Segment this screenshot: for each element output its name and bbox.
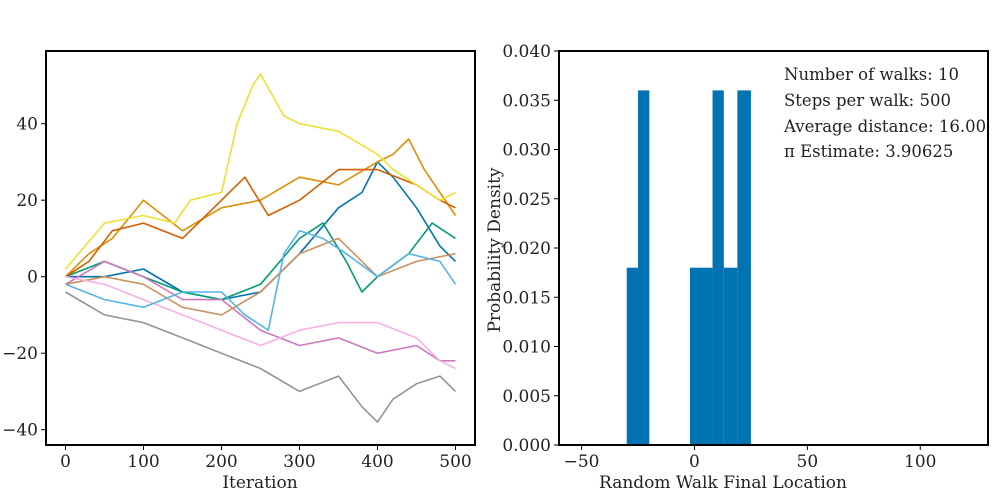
annotation-average-distance: Average distance: 16.00 (783, 117, 986, 136)
right-x-tick-label: 50 (797, 452, 819, 472)
walk-line-10 (65, 230, 457, 331)
annotation-num-walks: Number of walks: 10 (784, 65, 959, 84)
right-y-tick-label: 0.035 (502, 91, 551, 111)
right-x-axis-ticks: −50 0 50 100 (564, 445, 936, 472)
right-x-axis-title: Random Walk Final Location (599, 473, 847, 493)
histogram-bar-3 (689, 267, 713, 445)
histogram-bar-4 (712, 90, 724, 446)
left-x-tick-label: 0 (60, 452, 71, 472)
histogram-bar-5 (723, 267, 738, 445)
left-plot-frame (45, 50, 476, 446)
left-y-tick-label: 40 (16, 115, 38, 135)
left-x-tick-label: 200 (205, 452, 237, 472)
walk-line-9 (64, 73, 456, 270)
walk-series-group (64, 73, 457, 423)
right-y-tick-label: 0.025 (502, 190, 551, 210)
histogram-bar-2 (638, 90, 650, 446)
right-y-tick-label: 0.020 (502, 239, 551, 259)
walk-line-1 (65, 161, 457, 301)
right-y-tick-label: 0.000 (502, 436, 551, 456)
right-y-tick-label: 0.040 (502, 42, 551, 62)
left-x-axis-ticks: 0 100 200 300 400 500 (60, 445, 472, 472)
walk-line-4 (65, 168, 456, 278)
stats-annotation-box: Number of walks: 10 Steps per walk: 500 … (783, 65, 986, 161)
right-x-tick-label: 100 (904, 452, 936, 472)
right-x-tick-label: −50 (564, 452, 600, 472)
right-y-axis-ticks: 0.000 0.005 0.010 0.015 0.020 0.025 0.030 0.035… (502, 42, 559, 456)
right-y-tick-label: 0.030 (502, 141, 551, 161)
histogram-bar-6 (737, 90, 751, 446)
histogram-bar-1 (626, 267, 639, 445)
left-y-tick-label: −20 (2, 344, 38, 364)
left-x-tick-label: 400 (361, 452, 393, 472)
walk-line-8 (65, 291, 457, 423)
annotation-steps-per-walk: Steps per walk: 500 (784, 91, 951, 110)
right-plot-frame (558, 50, 989, 446)
left-y-tick-label: 0 (27, 268, 38, 288)
left-x-tick-label: 500 (439, 452, 471, 472)
walk-line-2 (64, 138, 457, 278)
left-y-tick-label: 20 (16, 191, 38, 211)
histogram-bars-group (626, 90, 751, 446)
left-x-tick-label: 100 (127, 452, 159, 472)
left-x-tick-label: 300 (283, 452, 315, 472)
random-walk-line-chart: 0 100 200 300 400 500 −40 −20 0 20 40 Iteration (2, 50, 476, 493)
walk-line-7 (65, 275, 456, 370)
annotation-pi-estimate: π Estimate: 3.90625 (784, 142, 953, 161)
right-y-tick-label: 0.015 (502, 288, 551, 308)
final-location-histogram: −50 0 50 100 0.000 0.005 0.010 0.015 0.020 0.025… (485, 42, 989, 493)
right-y-tick-label: 0.010 (502, 338, 551, 358)
right-y-tick-label: 0.005 (502, 387, 551, 407)
right-x-tick-label: 0 (689, 452, 700, 472)
right-y-axis-title: Probability Density (485, 167, 505, 332)
left-y-axis-ticks: −40 −20 0 20 40 (2, 115, 46, 441)
left-y-tick-label: −40 (2, 421, 38, 441)
left-x-axis-title: Iteration (222, 473, 297, 493)
